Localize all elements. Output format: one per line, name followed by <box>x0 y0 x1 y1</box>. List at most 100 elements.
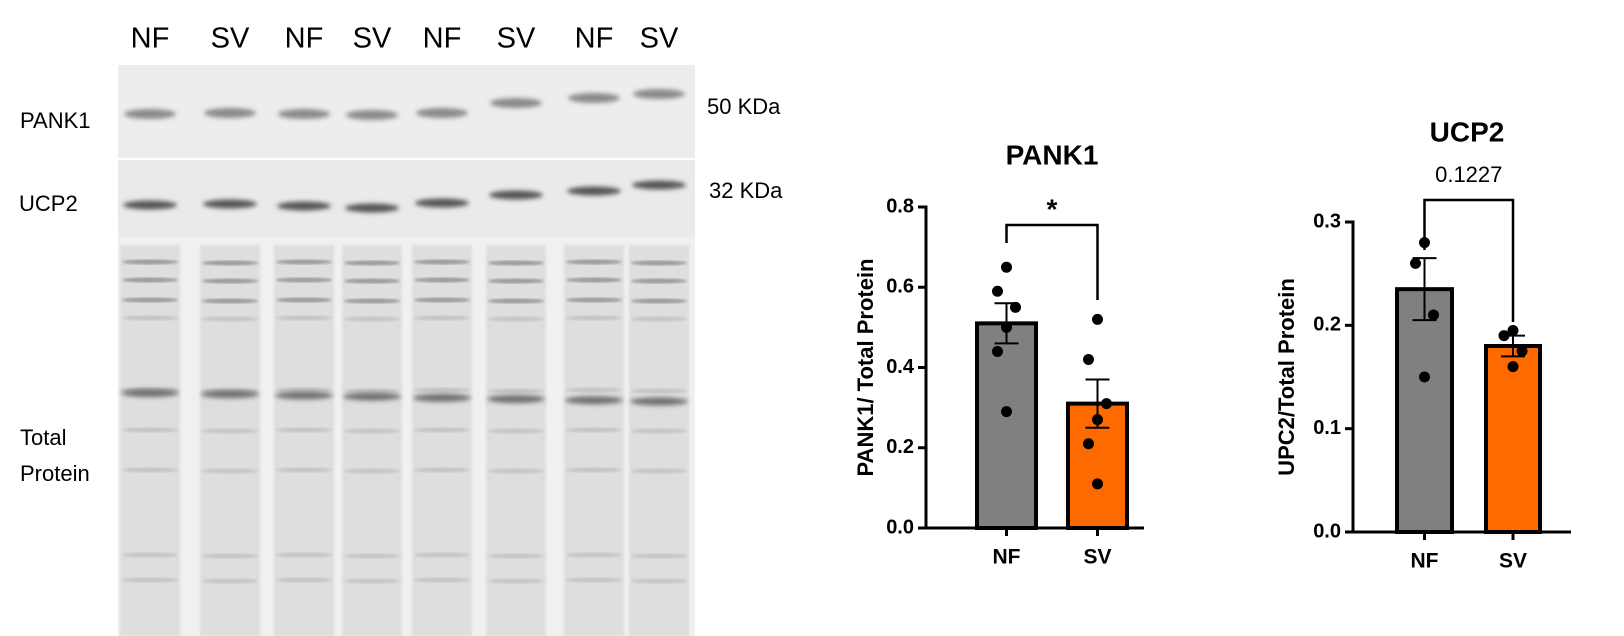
row-label: Protein <box>20 461 90 486</box>
lane-smear <box>120 245 180 636</box>
band <box>276 315 332 321</box>
band <box>488 578 544 584</box>
band <box>567 186 621 196</box>
band <box>344 260 400 266</box>
marker-label: 50 KDa <box>707 94 781 119</box>
bar <box>975 321 1038 530</box>
x-tick-label: NF <box>1411 550 1439 573</box>
row-label: PANK1 <box>20 108 91 133</box>
band <box>632 180 686 190</box>
lane-label: SV <box>640 23 679 55</box>
band <box>124 109 176 119</box>
band <box>631 428 687 434</box>
band <box>414 315 470 321</box>
y-tick-label: 0.1 <box>1313 417 1341 439</box>
y-tick-label: 0.4 <box>886 356 915 378</box>
band <box>630 397 688 406</box>
pank1-strip <box>118 65 695 158</box>
data-point <box>1083 353 1094 365</box>
data-point <box>1498 330 1510 342</box>
band <box>631 553 687 559</box>
band <box>344 428 400 434</box>
band <box>414 577 470 583</box>
band <box>488 298 544 304</box>
data-point <box>1410 257 1421 269</box>
lane-smear <box>486 245 546 636</box>
band <box>488 468 544 474</box>
data-point <box>1001 406 1012 418</box>
y-tick-label: 0.0 <box>886 516 914 538</box>
lane-label: SV <box>353 23 392 55</box>
ucp2-strip <box>118 160 695 237</box>
band <box>202 428 258 434</box>
band <box>122 577 178 583</box>
band <box>203 199 257 209</box>
band <box>566 427 622 433</box>
band <box>122 277 178 283</box>
band <box>276 259 332 265</box>
data-point <box>1092 414 1103 426</box>
y-tick-label: 0.3 <box>1313 210 1341 232</box>
lane-label: NF <box>423 23 462 55</box>
band <box>566 387 622 393</box>
y-tick-label: 0.2 <box>886 436 914 458</box>
data-point <box>1001 261 1012 273</box>
band <box>276 467 332 473</box>
y-axis-label: PANK1/ Total Protein <box>853 259 878 477</box>
data-point <box>1001 321 1012 333</box>
band <box>566 259 622 265</box>
band <box>344 388 400 394</box>
band <box>415 198 469 208</box>
band <box>202 298 258 304</box>
band <box>414 387 470 393</box>
data-point <box>1010 301 1021 313</box>
band <box>345 203 399 213</box>
data-point <box>1092 478 1103 490</box>
data-point <box>1516 345 1528 357</box>
band <box>414 467 470 473</box>
data-point <box>1083 438 1094 450</box>
band <box>568 93 620 103</box>
band <box>566 577 622 583</box>
data-point <box>1419 371 1430 383</box>
band <box>346 110 398 120</box>
band <box>566 297 622 303</box>
band <box>122 259 178 265</box>
x-tick-label: SV <box>1083 546 1111 569</box>
band <box>277 201 331 211</box>
band <box>202 278 258 284</box>
band <box>414 277 470 283</box>
significance-bracket <box>1005 223 1099 300</box>
western-blot <box>118 65 695 636</box>
band <box>344 316 400 322</box>
band <box>413 393 471 402</box>
x-tick-label: SV <box>1499 550 1527 573</box>
y-tick-label: 0.0 <box>1313 520 1341 542</box>
y-tick-label: 0.2 <box>1313 314 1341 336</box>
band <box>631 578 687 584</box>
band <box>276 387 332 393</box>
band <box>631 260 687 266</box>
row-label: Total <box>20 425 66 450</box>
bar <box>1484 344 1542 534</box>
lane-smear <box>412 245 472 636</box>
band <box>487 395 545 403</box>
chart-title: PANK1 <box>1006 139 1099 170</box>
band <box>123 200 177 210</box>
band <box>414 297 470 303</box>
lane-label: NF <box>131 23 170 55</box>
band <box>344 553 400 559</box>
band <box>488 278 544 284</box>
band <box>343 392 401 401</box>
lane-smear <box>629 245 689 636</box>
band <box>344 578 400 584</box>
band <box>488 388 544 394</box>
data-point <box>1101 398 1112 410</box>
band <box>488 316 544 322</box>
x-tick-label: NF <box>993 546 1021 569</box>
band <box>122 297 178 303</box>
band <box>631 468 687 474</box>
lane-label: NF <box>575 23 614 55</box>
data-point <box>1092 313 1103 325</box>
band <box>490 98 542 108</box>
